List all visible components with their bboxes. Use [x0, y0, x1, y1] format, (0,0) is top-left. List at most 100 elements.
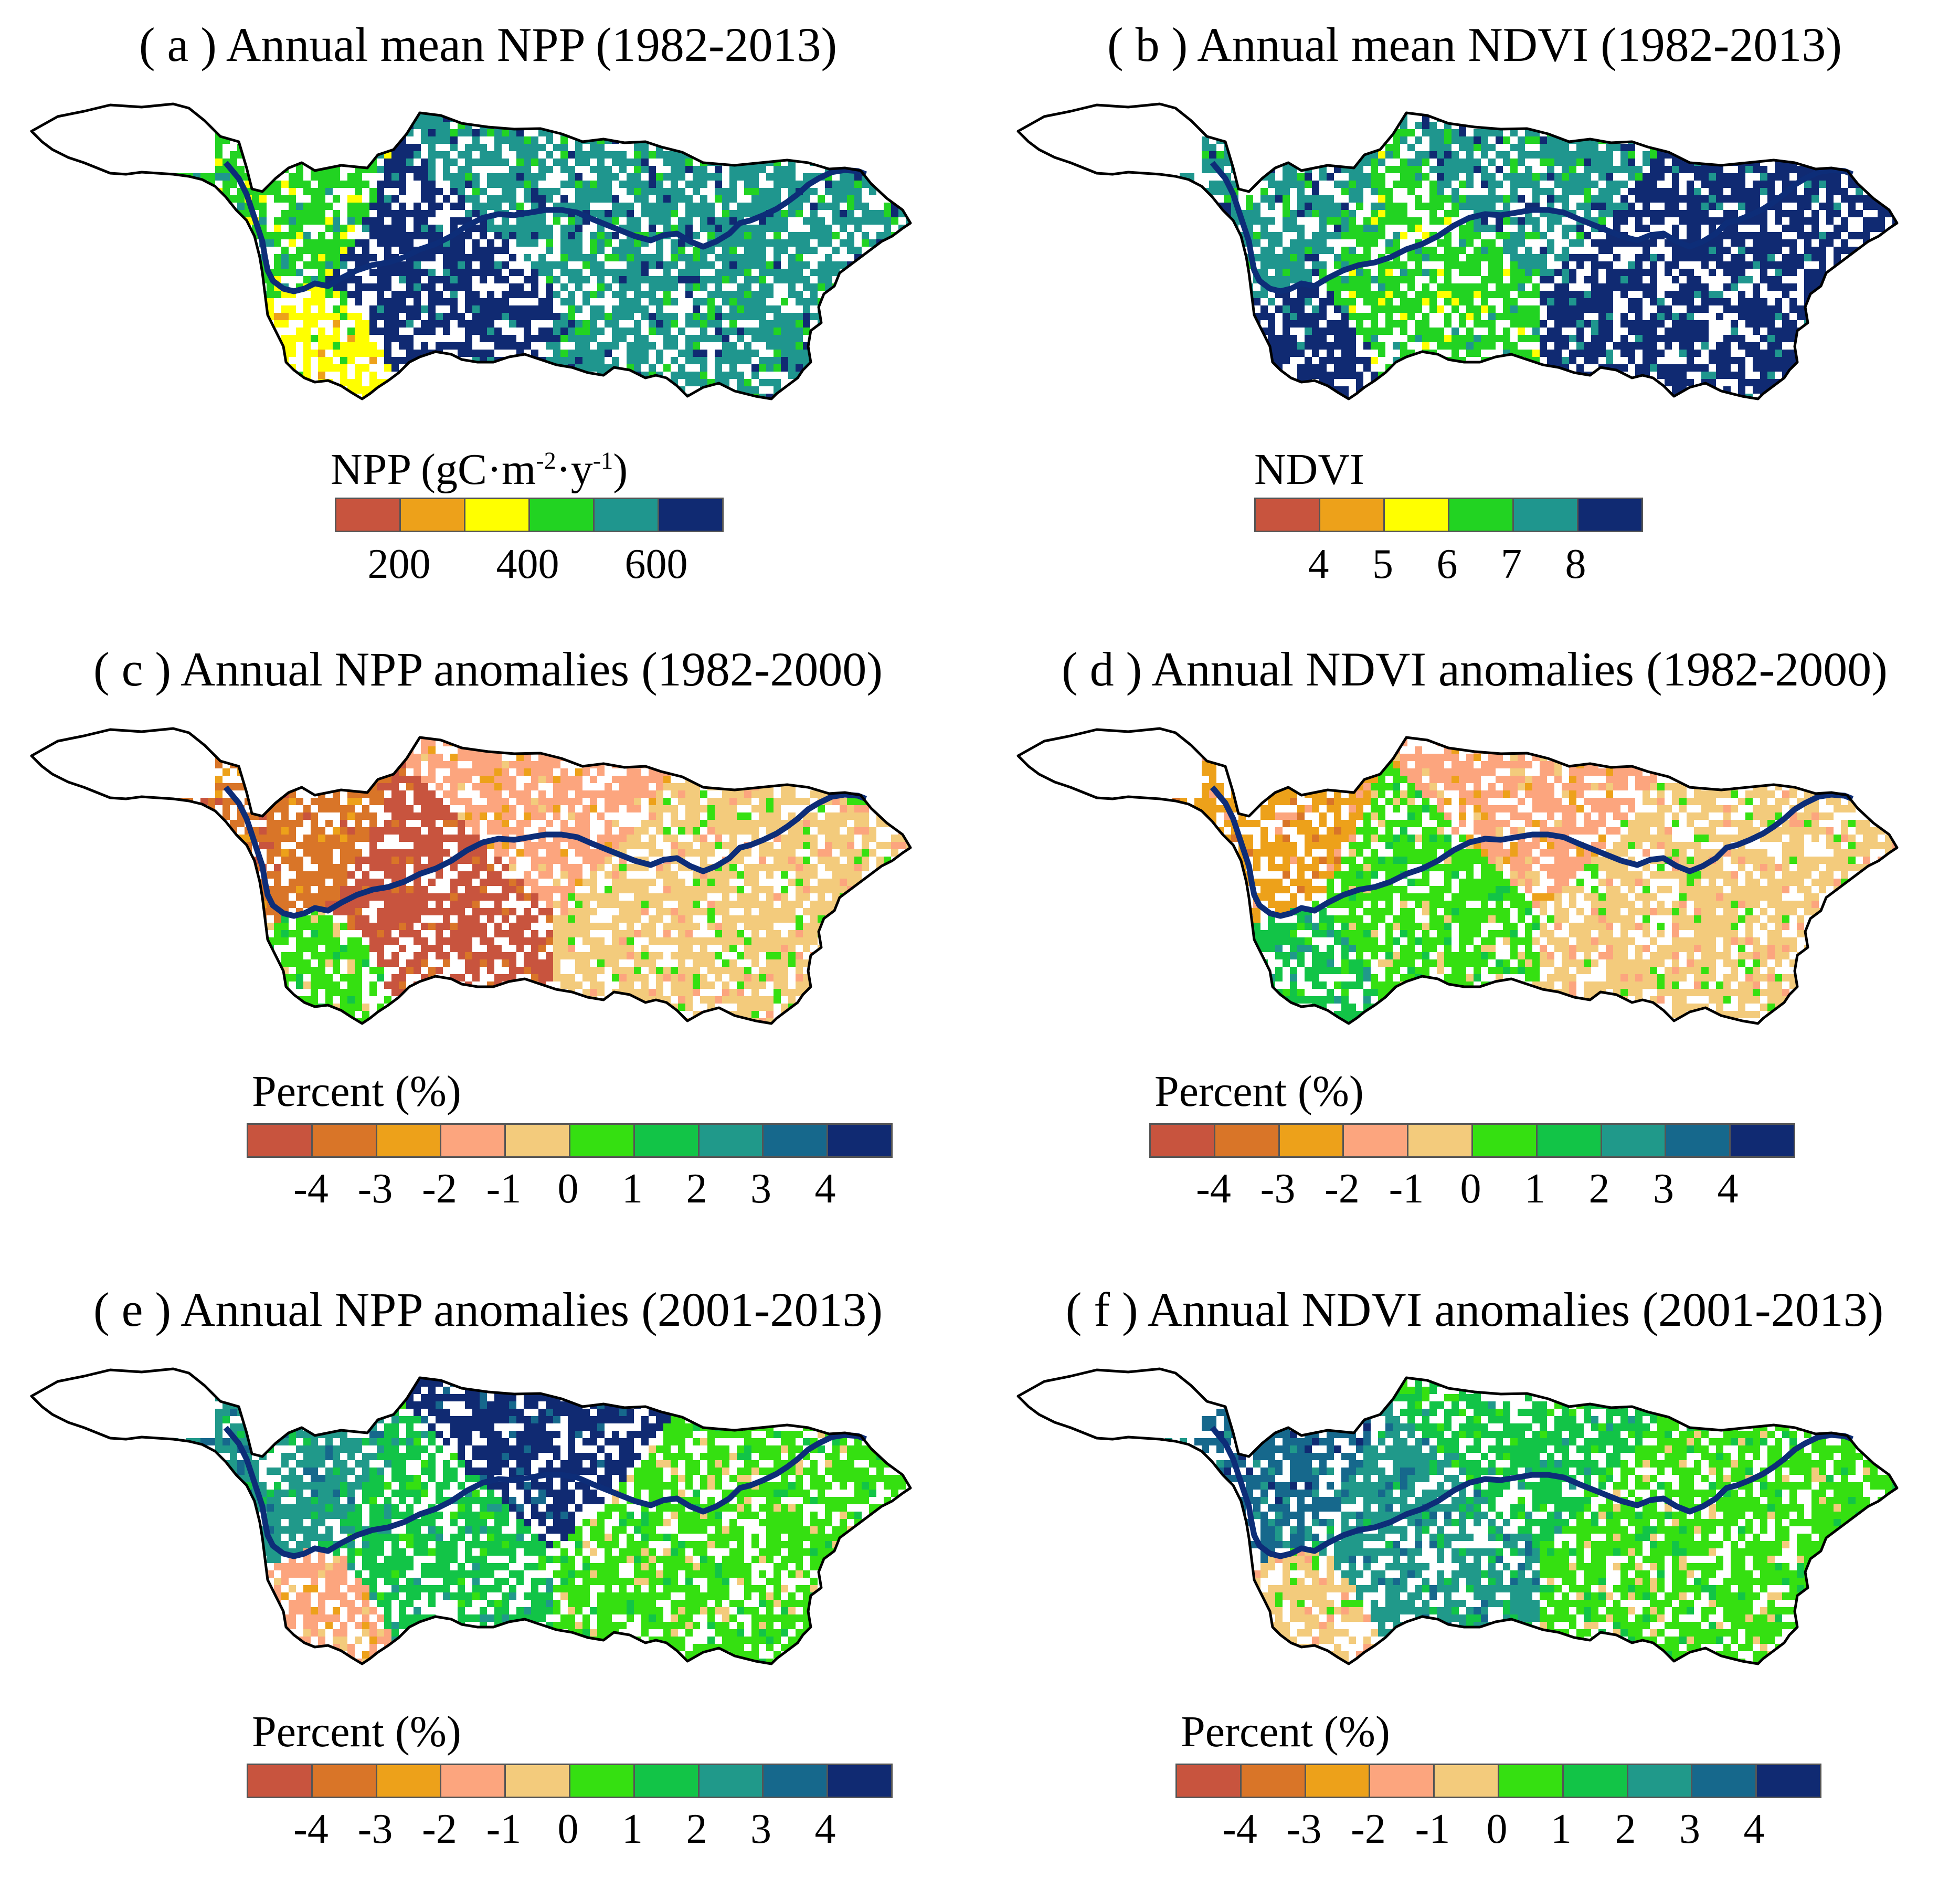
map-pixel: [700, 136, 707, 144]
map-pixel: [502, 276, 509, 283]
map-pixel: [1437, 195, 1444, 203]
map-pixel: [245, 291, 252, 298]
map-pixel: [1260, 225, 1268, 232]
map-pixel: [369, 195, 377, 203]
map-pixel: [1598, 195, 1606, 203]
map-pixel: [399, 261, 406, 269]
map-pixel: [560, 372, 568, 379]
map-pixel: [178, 210, 186, 217]
map-pixel: [1260, 195, 1268, 203]
map-pixel: [252, 328, 259, 335]
map-pixel: [90, 276, 98, 283]
map-pixel: [369, 357, 377, 364]
map-pixel: [289, 305, 296, 313]
map-pixel: [1576, 225, 1584, 232]
map-pixel: [560, 283, 568, 291]
map-pixel: [1202, 136, 1209, 144]
map-pixel: [715, 305, 722, 313]
map-pixel: [1738, 129, 1745, 136]
map-pixel: [325, 386, 333, 394]
map-pixel: [531, 350, 538, 357]
map-pixel: [597, 328, 605, 335]
map-pixel: [832, 261, 840, 269]
map-pixel: [729, 372, 737, 379]
map-pixel: [1716, 129, 1723, 136]
map-pixel: [737, 151, 744, 159]
map-pixel: [443, 269, 450, 276]
map-pixel: [46, 364, 54, 372]
map-pixel: [421, 320, 428, 328]
map-pixel: [641, 394, 649, 399]
map-pixel: [436, 151, 443, 159]
map-pixel: [671, 188, 678, 195]
map-pixel: [1297, 136, 1305, 144]
map-pixel: [303, 247, 311, 254]
map-pixel: [1694, 232, 1701, 239]
map-pixel: [267, 350, 274, 357]
map-pixel: [759, 364, 766, 372]
map-pixel: [1554, 151, 1562, 159]
map-pixel: [347, 225, 355, 232]
map-pixel: [171, 232, 178, 239]
map-pixel: [1378, 104, 1385, 107]
map-pixel: [524, 188, 531, 195]
map-pixel: [884, 225, 891, 232]
map-pixel: [333, 144, 340, 151]
map-pixel: [1811, 217, 1819, 225]
map-pixel: [186, 335, 193, 342]
map-pixel: [1760, 122, 1767, 129]
map-pixel: [311, 151, 318, 159]
map-pixel: [582, 386, 590, 394]
map-pixel: [1305, 210, 1312, 217]
map-pixel: [1856, 151, 1863, 159]
map-pixel: [1260, 188, 1268, 195]
map-pixel: [1547, 104, 1554, 107]
map-pixel: [575, 335, 582, 342]
map-pixel: [1275, 144, 1283, 151]
map-pixel: [355, 173, 362, 181]
map-pixel: [854, 357, 862, 364]
map-pixel: [597, 166, 605, 173]
map-pixel: [333, 386, 340, 394]
map-pixel: [325, 313, 333, 320]
map-pixel: [796, 104, 803, 107]
map-pixel: [1092, 217, 1099, 225]
map-pixel: [906, 107, 910, 114]
map-pixel: [1870, 217, 1878, 225]
map-pixel: [414, 173, 421, 181]
map-pixel: [377, 239, 384, 247]
map-pixel: [391, 129, 399, 136]
map-pixel: [1510, 159, 1518, 166]
map-pixel: [105, 188, 112, 195]
map-pixel: [465, 144, 472, 151]
map-pixel: [259, 203, 267, 210]
map-pixel: [1687, 144, 1694, 151]
map-pixel: [707, 122, 715, 129]
map-pixel: [788, 166, 796, 173]
map-pixel: [1738, 203, 1745, 210]
map-pixel: [480, 372, 487, 379]
map-pixel: [1253, 203, 1260, 210]
map-pixel: [1620, 239, 1628, 247]
map-pixel: [1591, 104, 1598, 107]
map-pixel: [685, 107, 693, 114]
map-pixel: [347, 357, 355, 364]
map-pixel: [1554, 114, 1562, 122]
map-pixel: [1297, 195, 1305, 203]
map-pixel: [318, 122, 325, 129]
map-pixel: [1319, 217, 1327, 225]
map-pixel: [178, 181, 186, 188]
map-pixel: [906, 159, 910, 166]
map-pixel: [722, 136, 729, 144]
map-pixel: [134, 401, 142, 408]
map-pixel: [553, 261, 560, 269]
map-pixel: [1488, 159, 1496, 166]
map-pixel: [663, 269, 671, 276]
map-pixel: [61, 283, 68, 291]
map-pixel: [1224, 232, 1231, 239]
map-pixel: [267, 401, 274, 408]
map-pixel: [1349, 225, 1356, 232]
map-pixel: [355, 217, 362, 225]
map-pixel: [825, 129, 832, 136]
map-pixel: [1569, 225, 1576, 232]
